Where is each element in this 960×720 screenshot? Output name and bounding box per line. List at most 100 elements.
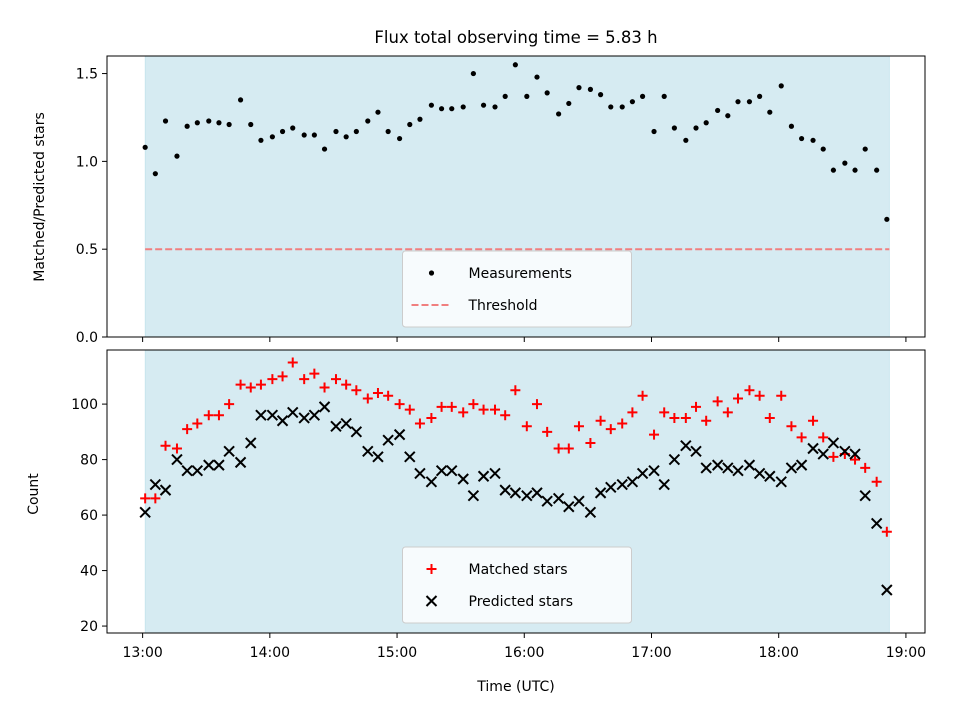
data-point	[490, 404, 501, 415]
data-point	[524, 93, 530, 99]
count-panel-ylabel: Count	[26, 473, 42, 515]
xtick-label: 17:00	[631, 645, 671, 661]
data-point	[248, 121, 254, 128]
legend-label: Measurements	[469, 266, 572, 282]
data-point	[828, 451, 839, 462]
data-point	[414, 418, 425, 429]
data-point	[269, 134, 275, 140]
data-point	[255, 409, 267, 421]
legend-label: Predicted stars	[469, 594, 574, 610]
data-point	[500, 410, 511, 421]
data-point	[290, 125, 296, 131]
data-point	[480, 102, 487, 108]
data-point	[396, 135, 403, 142]
data-point	[277, 371, 288, 382]
data-point	[521, 421, 532, 432]
data-point	[223, 445, 235, 457]
data-point	[245, 437, 257, 449]
data-point	[531, 487, 543, 499]
legend-marker-measurements	[428, 270, 435, 276]
data-point	[245, 382, 256, 393]
data-point	[237, 97, 244, 103]
data-point	[139, 506, 151, 519]
data-point	[226, 121, 232, 128]
data-point	[722, 407, 733, 418]
data-point	[573, 421, 584, 432]
data-point	[492, 104, 498, 110]
data-point	[330, 374, 341, 385]
count-series-1	[139, 401, 893, 596]
data-point	[467, 489, 480, 502]
data-point	[715, 107, 721, 114]
data-point	[330, 420, 342, 433]
data-point	[142, 144, 148, 150]
data-point	[235, 379, 246, 390]
data-point	[778, 83, 784, 89]
data-point	[489, 467, 501, 480]
ratio-ytick-label: 1.5	[76, 67, 98, 83]
data-point	[701, 415, 712, 426]
data-point	[182, 424, 193, 435]
x-axis-label: Time (UTC)	[476, 679, 554, 695]
data-point	[810, 137, 816, 143]
count-ytick-label: 20	[80, 619, 98, 635]
data-point	[206, 118, 212, 124]
data-point	[584, 506, 597, 519]
data-point	[162, 118, 169, 124]
data-point	[850, 454, 861, 465]
data-point	[700, 462, 712, 474]
data-point	[333, 128, 339, 135]
data-point	[510, 385, 521, 396]
data-point	[438, 106, 445, 112]
data-point	[658, 478, 670, 491]
data-point	[404, 451, 416, 463]
data-point	[308, 409, 321, 421]
data-point	[743, 459, 756, 471]
data-point	[563, 443, 574, 454]
data-point	[203, 459, 215, 471]
data-point	[827, 437, 840, 449]
data-point	[394, 399, 405, 410]
data-point	[534, 74, 540, 80]
data-point	[703, 120, 709, 126]
data-point	[321, 146, 328, 152]
data-point	[881, 526, 892, 537]
data-point	[639, 93, 646, 99]
data-point	[160, 440, 171, 451]
data-point	[852, 167, 858, 173]
data-point	[732, 464, 744, 477]
data-point	[735, 99, 741, 105]
data-point	[340, 417, 352, 430]
data-point	[425, 476, 438, 488]
data-point	[594, 487, 607, 499]
legend-label: Threshold	[468, 298, 538, 314]
data-point	[637, 390, 648, 401]
legend-frame	[402, 250, 632, 328]
ratio-ytick-label: 1.0	[76, 154, 98, 170]
data-point	[785, 462, 798, 474]
data-point	[636, 467, 649, 480]
data-point	[477, 470, 490, 482]
data-point	[608, 104, 614, 110]
data-point	[563, 501, 575, 513]
data-point	[661, 93, 667, 99]
data-point	[299, 374, 310, 385]
data-point	[216, 120, 222, 126]
data-point	[788, 123, 795, 129]
data-point	[775, 476, 787, 488]
data-point	[407, 121, 413, 128]
data-point	[509, 487, 522, 499]
data-point	[311, 132, 317, 138]
data-point	[619, 104, 625, 110]
data-point	[616, 478, 628, 491]
data-point	[786, 421, 797, 432]
data-point	[807, 442, 819, 455]
data-point	[417, 116, 423, 122]
data-point	[279, 128, 286, 135]
data-point	[152, 171, 158, 177]
data-point	[224, 399, 235, 410]
data-point	[203, 410, 214, 421]
legend-marker-predicted-stars	[425, 595, 438, 607]
data-point	[818, 432, 829, 443]
xtick-label: 13:00	[122, 645, 162, 661]
